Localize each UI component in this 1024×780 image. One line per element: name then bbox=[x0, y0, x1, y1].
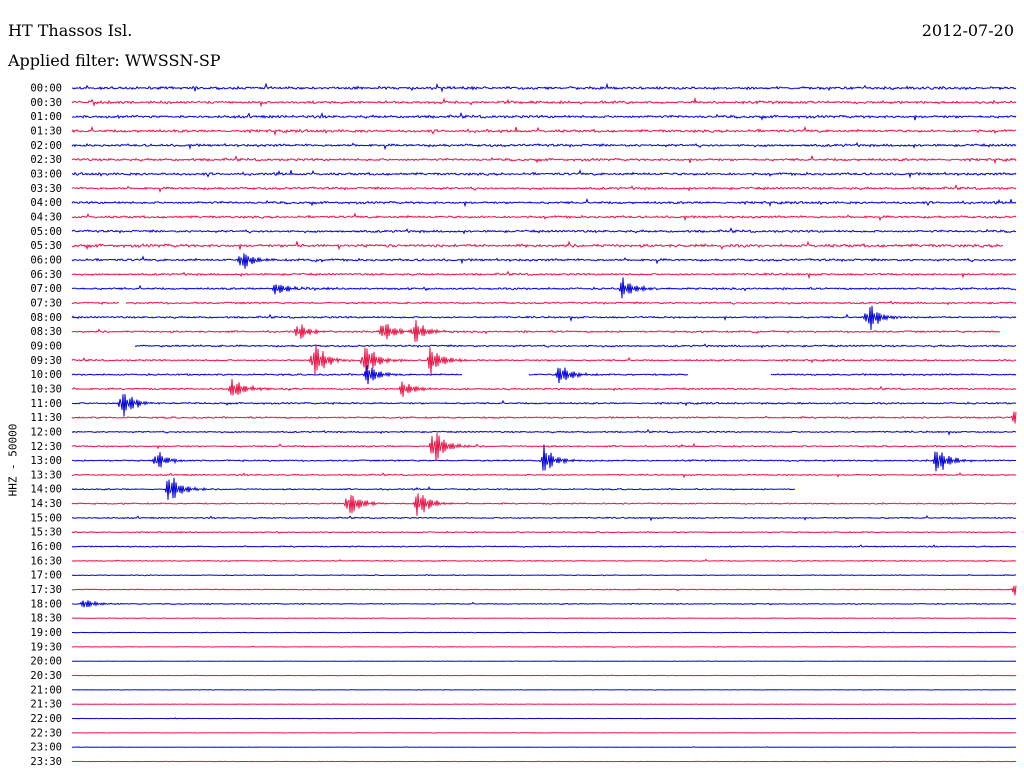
trace-0730 bbox=[71, 300, 1017, 306]
time-tick-label: 23:00 bbox=[30, 742, 62, 754]
filter-label: Applied filter: WWSSN-SP bbox=[8, 51, 221, 70]
trace-0600 bbox=[71, 253, 1017, 269]
time-tick-label: 12:00 bbox=[30, 426, 62, 438]
time-tick-label: 10:30 bbox=[30, 383, 62, 395]
time-tick-label: 00:30 bbox=[30, 97, 62, 109]
trace-1200 bbox=[71, 429, 1017, 436]
trace-0030 bbox=[71, 96, 1017, 108]
trace-0900 bbox=[134, 343, 1017, 349]
time-tick-label: 07:30 bbox=[30, 297, 62, 309]
trace-1000 bbox=[71, 365, 1017, 385]
trace-0400 bbox=[71, 198, 1017, 208]
trace-0130 bbox=[71, 125, 1017, 137]
trace-1530 bbox=[71, 530, 1017, 534]
trace-1300 bbox=[71, 444, 1017, 472]
time-tick-label: 03:00 bbox=[30, 168, 62, 180]
time-tick-label: 14:00 bbox=[30, 484, 62, 496]
time-tick-label: 13:00 bbox=[30, 455, 62, 467]
trace-0330 bbox=[71, 184, 1017, 193]
time-tick-label: 16:30 bbox=[30, 555, 62, 567]
time-tick-label: 03:30 bbox=[30, 183, 62, 195]
time-tick-label: 06:30 bbox=[30, 269, 62, 281]
trace-0700 bbox=[71, 277, 1017, 299]
time-tick-label: 02:00 bbox=[30, 140, 62, 152]
trace-1700 bbox=[71, 574, 1017, 577]
trace-0530 bbox=[71, 240, 1003, 251]
time-tick-label: 12:30 bbox=[30, 441, 62, 453]
time-tick-label: 04:00 bbox=[30, 197, 62, 209]
trace-1100 bbox=[71, 394, 1017, 417]
trace-0230 bbox=[71, 154, 1017, 165]
time-tick-label: 17:30 bbox=[30, 584, 62, 596]
trace-1500 bbox=[71, 515, 1017, 522]
time-tick-label: 08:00 bbox=[30, 312, 62, 324]
trace-0300 bbox=[71, 169, 1017, 179]
trace-1930 bbox=[72, 645, 1017, 648]
time-tick-label: 07:00 bbox=[30, 283, 62, 295]
time-tick-label: 06:00 bbox=[30, 254, 62, 266]
trace-0800 bbox=[71, 305, 1017, 331]
time-tick-label: 01:00 bbox=[30, 111, 62, 123]
trace-1600 bbox=[71, 544, 1017, 548]
station-title: HT Thassos Isl. bbox=[8, 21, 133, 40]
time-tick-label: 11:00 bbox=[30, 398, 62, 410]
time-tick-label: 15:00 bbox=[30, 512, 62, 524]
trace-2330 bbox=[71, 760, 1017, 763]
time-tick-label: 10:00 bbox=[30, 369, 62, 381]
trace-2100 bbox=[72, 689, 1017, 691]
trace-0930 bbox=[71, 344, 1017, 375]
trace-1430 bbox=[71, 493, 1017, 516]
trace-2300 bbox=[71, 746, 1017, 748]
time-tick-label: 00:00 bbox=[30, 83, 62, 95]
time-tick-label: 02:30 bbox=[30, 154, 62, 166]
trace-1900 bbox=[72, 631, 1016, 634]
time-tick-label: 22:00 bbox=[30, 713, 62, 725]
time-tick-label: 19:30 bbox=[30, 641, 62, 653]
trace-0000 bbox=[71, 82, 1017, 93]
time-tick-label: 19:00 bbox=[30, 627, 62, 639]
trace-2200 bbox=[71, 717, 1017, 720]
trace-0830 bbox=[71, 320, 1000, 342]
trace-2030 bbox=[71, 674, 1017, 677]
time-tick-label: 05:00 bbox=[30, 226, 62, 238]
time-tick-label: 13:30 bbox=[30, 469, 62, 481]
time-tick-label: 20:30 bbox=[30, 670, 62, 682]
trace-0200 bbox=[71, 141, 1017, 151]
trace-0500 bbox=[71, 227, 1017, 235]
trace-1830 bbox=[71, 617, 1017, 620]
trace-1400 bbox=[71, 477, 796, 500]
time-tick-label: 09:00 bbox=[30, 340, 62, 352]
trace-1630 bbox=[71, 558, 1017, 563]
time-tick-label: 17:00 bbox=[30, 570, 62, 582]
time-tick-label: 18:30 bbox=[30, 613, 62, 625]
time-tick-label: 01:30 bbox=[30, 125, 62, 137]
trace-1730 bbox=[71, 585, 1017, 596]
trace-1130 bbox=[71, 411, 1017, 424]
trace-0100 bbox=[71, 111, 1017, 121]
time-tick-label: 15:30 bbox=[30, 527, 62, 539]
time-tick-label: 20:00 bbox=[30, 656, 62, 668]
time-tick-label: 16:00 bbox=[30, 541, 62, 553]
date-label: 2012-07-20 bbox=[921, 21, 1014, 40]
time-tick-label: 05:30 bbox=[30, 240, 62, 252]
trace-2000 bbox=[72, 660, 1017, 662]
time-tick-label: 21:30 bbox=[30, 699, 62, 711]
seismic-traces bbox=[71, 82, 1017, 763]
time-tick-label: 23:30 bbox=[30, 756, 62, 768]
time-tick-label: 18:00 bbox=[30, 598, 62, 610]
time-tick-label: 04:30 bbox=[30, 211, 62, 223]
time-tick-label: 08:30 bbox=[30, 326, 62, 338]
time-tick-label: 09:30 bbox=[30, 355, 62, 367]
trace-0430 bbox=[71, 212, 1017, 222]
time-tick-label: 11:30 bbox=[30, 412, 62, 424]
time-tick-label: 21:00 bbox=[30, 684, 62, 696]
trace-1800 bbox=[71, 600, 1017, 608]
time-tick-label: 22:30 bbox=[30, 727, 62, 739]
trace-1030 bbox=[71, 378, 1017, 397]
time-tick-label: 14:30 bbox=[30, 498, 62, 510]
trace-0630 bbox=[72, 270, 1016, 280]
time-tick-labels: 00:00 00:30 01:00 01:30 02:00 02:30 03:00 03:30… bbox=[30, 83, 62, 769]
trace-1330 bbox=[71, 472, 1017, 479]
